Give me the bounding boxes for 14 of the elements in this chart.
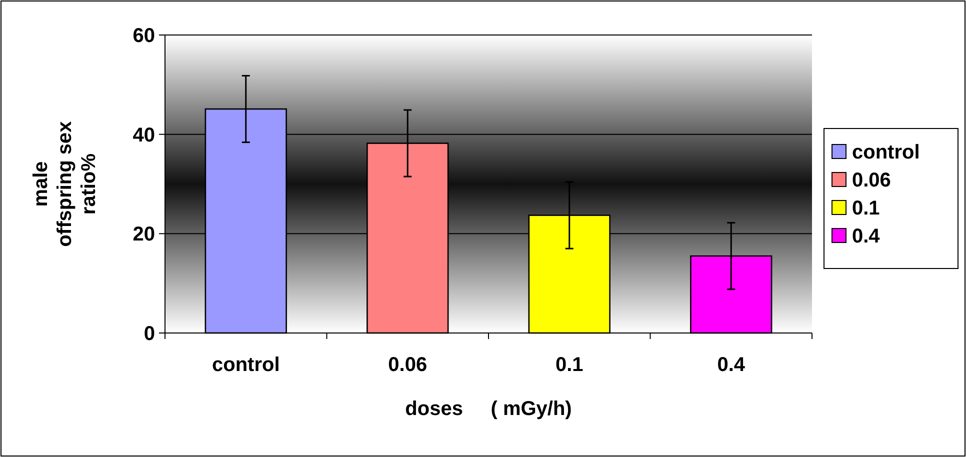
x-tick-label: 0.4 [717,354,746,376]
y-tick-label: 40 [132,124,155,146]
x-axis-title: doses ( mGy/h) [405,398,572,420]
y-axis-title: male offspring sex ratio% [30,121,100,247]
y-tick-label: 0 [144,323,155,345]
y-tick-label: 60 [132,25,155,47]
x-tick-label: 0.1 [555,354,584,376]
y-tick-label: 20 [132,224,155,246]
x-tick-label: 0.06 [388,354,428,376]
legend-label: 0.06 [852,170,891,192]
legend-label: 0.4 [852,226,881,248]
legend-label: control [852,142,920,164]
x-tick-label: control [212,354,280,376]
legend-label: 0.1 [852,198,880,220]
